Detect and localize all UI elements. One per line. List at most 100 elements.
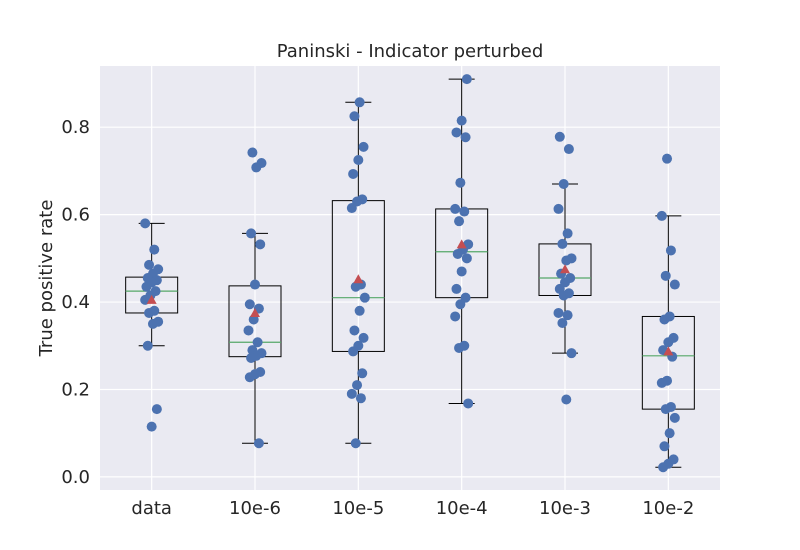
data-point [252,337,263,348]
data-point [251,162,262,173]
data-point [554,131,565,142]
data-point [144,259,155,270]
data-point [558,290,569,301]
data-point [243,325,254,336]
data-point [141,281,152,292]
data-point [557,238,568,249]
data-point [461,253,472,264]
data-point [349,111,360,122]
y-tick-label: 0.0 [61,467,90,488]
mean-marker [146,294,157,304]
data-point [562,228,573,239]
x-tick-label: 10e-4 [436,498,488,519]
data-point [454,342,465,353]
data-point [350,281,361,292]
data-point [244,299,255,310]
data-point [250,279,260,290]
data-point [346,388,357,399]
data-point [455,299,466,310]
data-point [451,283,462,294]
data-point [358,141,369,152]
y-tick-label: 0.6 [61,205,90,226]
data-point [450,203,461,214]
y-tick-label: 0.4 [61,292,90,313]
data-point [656,377,667,388]
data-point [346,203,357,214]
mean-marker [456,239,467,249]
data-point [147,318,158,329]
data-point [255,239,266,250]
mean-marker [250,307,260,317]
data-point [665,245,676,256]
mean-marker [663,346,674,356]
data-point [246,352,257,363]
data-point [562,310,573,321]
data-point [658,462,669,473]
data-point [452,248,463,259]
data-point [659,314,670,325]
data-point [669,412,680,423]
data-point [140,218,151,229]
data-point [354,97,365,108]
x-tick-label: 10e-5 [332,498,384,519]
data-point [454,216,465,227]
data-point [451,127,462,138]
data-point [456,115,467,126]
data-point [557,318,568,329]
data-point [664,428,675,439]
data-point [253,438,264,449]
data-point [450,311,461,322]
data-point [142,340,153,351]
data-point [151,404,162,415]
data-point [660,270,671,281]
data-point [355,393,366,404]
x-tick-label: 10e-6 [229,498,281,519]
data-point [461,74,472,85]
data-point [353,154,364,165]
data-point [563,144,574,155]
x-tick-label: data [131,498,172,519]
mean-marker [353,274,364,284]
data-point [460,132,471,143]
mean-marker [560,264,570,274]
data-point [455,177,466,188]
chart-title: Paninski - Indicator perturbed [277,41,544,62]
data-point [662,153,673,164]
y-tick-label: 0.8 [61,117,90,138]
plot-background [100,66,720,490]
x-tick-label: 10e-3 [539,498,591,519]
data-point [566,348,577,359]
data-point [553,203,564,214]
y-tick-label: 0.2 [61,379,90,400]
data-point [561,255,572,266]
data-point [456,266,467,277]
data-point [656,210,667,221]
data-point [669,279,680,290]
data-point [149,244,160,255]
data-point [659,441,670,452]
data-point [348,346,359,357]
data-point [246,228,257,239]
data-point [352,380,363,391]
data-point [244,372,255,383]
data-points [140,74,680,473]
x-tick-label: 10e-2 [642,498,694,519]
data-point [358,332,369,343]
data-point [359,292,370,303]
tick-labels: 0.0 0.2 0.4 0.6 0.8 data 10e-6 10e-5 10e-4 10e-3 1… [61,117,694,519]
data-point [459,206,470,217]
data-point [247,147,258,158]
data-point [349,325,360,336]
data-point [348,168,359,179]
data-point [357,368,368,379]
data-point [146,421,157,432]
data-point [561,394,572,405]
data-point [248,314,259,325]
data-point [553,307,564,318]
data-point [354,305,365,316]
data-point [350,438,361,449]
data-point [558,179,569,190]
data-point [144,307,155,318]
y-axis-label: True positive rate [36,200,57,358]
